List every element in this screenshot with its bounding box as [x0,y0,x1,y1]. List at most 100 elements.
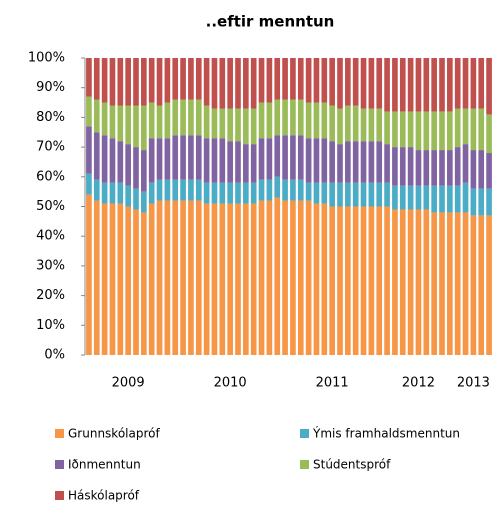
bar-segment [109,138,116,183]
bar-segment [219,138,226,183]
bar-segment [384,111,390,145]
bar-segment [180,135,186,180]
bar-segment [439,58,445,112]
bar-segment [258,200,265,355]
bar-segment [431,58,437,112]
bar-segment [329,182,335,207]
bar-segment [227,203,233,355]
bar-segment [454,147,461,186]
bar-segment [368,58,375,109]
y-tick-label: 40% [36,229,65,244]
bar-segment [188,58,194,100]
bar-segment [399,209,406,355]
bar-segment [156,179,163,201]
y-tick-label: 90% [36,80,65,95]
bar-segment [447,212,453,355]
bar-segment [454,185,461,213]
bar-segment [172,58,179,100]
bar-segment [266,200,273,355]
bar-segment [384,182,390,207]
bar-segment [345,105,351,142]
bar-segment [486,114,492,154]
bar-segment [360,58,367,109]
x-tick-label: 2012 [402,376,435,391]
bar-segment [203,182,210,204]
bar-segment [164,200,171,355]
y-tick-label: 100% [28,51,65,66]
bar-segment [305,182,312,201]
bar-segment [274,135,281,177]
bar-segment [172,200,179,355]
bar-segment [93,132,100,180]
bar-segment [109,105,116,139]
bar-segment [148,203,155,355]
bar-segment [109,182,116,204]
bar-segment [478,108,485,151]
bar-segment [86,173,92,195]
bar-segment [219,182,226,204]
bar-segment [93,99,100,133]
bar-segment [250,203,257,355]
bar-segment [376,141,383,183]
bar-segment [250,182,257,204]
bar-segment [195,200,202,355]
bar-segment [219,203,226,355]
bar-segment [219,108,226,139]
bar-segment [211,203,218,355]
bar-segment [470,150,477,189]
bar-segment [109,58,116,106]
legend-swatch [55,429,64,438]
bar-segment [109,203,116,355]
bar-segment [345,206,351,355]
bar-segment [180,58,186,100]
y-tick-label: 60% [36,169,65,184]
bar-segment [478,58,485,109]
bar-segment [392,147,398,186]
bar-segment [352,58,359,106]
bar-segment [305,102,312,139]
bar-segment [415,150,422,186]
bar-segment [415,58,422,112]
y-tick-label: 50% [36,199,65,214]
bar-segment [407,147,414,186]
bar-segment [399,147,406,186]
bar-segment [290,58,296,100]
bar-segment [384,206,390,355]
bar-segment [211,108,218,139]
bar-segment [431,150,437,186]
bar-segment [188,135,194,180]
bar-segment [243,203,249,355]
bar-segment [486,188,492,216]
bar-segment [384,144,390,183]
bar-segment [93,179,100,201]
bar-segment [486,153,492,189]
bar-segment [141,150,147,192]
bar-segment [274,197,281,355]
bar-segment [447,185,453,213]
bar-segment [117,141,124,183]
bar-segment [399,111,406,148]
y-tick-label: 30% [36,258,65,273]
bar-segment [117,203,124,355]
bar-segment [172,135,179,180]
bar-segment [297,99,304,136]
legend-swatch [300,460,309,469]
bar-segment [188,99,194,136]
bar-segment [180,200,186,355]
bar-segment [180,99,186,136]
bar-segment [407,58,414,112]
bar-segment [439,150,445,186]
bar-segment [101,182,108,204]
bar-segment [431,212,437,355]
bar-segment [392,111,398,148]
bar-segment [235,141,241,183]
bar-segment [235,108,241,142]
legend-label: Ýmis framhaldsmenntun [312,426,460,441]
bar-segment [368,206,375,355]
bar-segment [93,58,100,100]
bar-segment [313,182,320,204]
bar-segment [117,58,124,106]
bar-segment [376,206,383,355]
bar-segment [439,111,445,151]
bar-segment [345,141,351,183]
